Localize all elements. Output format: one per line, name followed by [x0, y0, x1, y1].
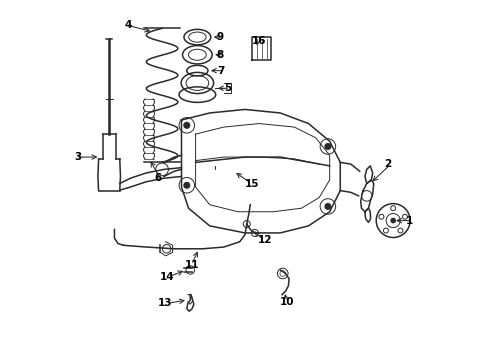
Text: 1: 1: [406, 216, 413, 226]
Text: 4: 4: [124, 20, 131, 30]
Text: 13: 13: [158, 298, 172, 309]
Circle shape: [324, 203, 331, 210]
Text: 15: 15: [245, 179, 260, 189]
Circle shape: [183, 122, 190, 129]
Text: 8: 8: [217, 50, 224, 60]
Circle shape: [391, 218, 396, 224]
Text: 5: 5: [224, 83, 231, 93]
Text: 7: 7: [217, 66, 224, 76]
Text: 11: 11: [185, 260, 199, 270]
Text: 3: 3: [75, 152, 82, 162]
Text: 9: 9: [217, 32, 224, 42]
Text: 12: 12: [257, 235, 272, 245]
Circle shape: [183, 182, 190, 189]
Circle shape: [324, 143, 331, 150]
Text: 10: 10: [280, 297, 295, 307]
Text: 2: 2: [384, 159, 392, 169]
Text: 16: 16: [251, 36, 266, 46]
Text: 6: 6: [154, 173, 161, 183]
Text: 14: 14: [160, 272, 174, 282]
